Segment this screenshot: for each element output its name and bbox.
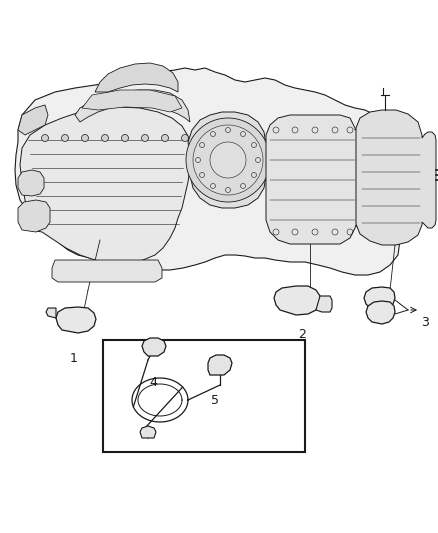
Text: 3: 3 [421,316,429,328]
Polygon shape [208,355,232,375]
Polygon shape [82,90,182,112]
Polygon shape [52,260,162,282]
Bar [103,340,305,452]
Polygon shape [56,307,96,333]
Circle shape [210,142,246,178]
Polygon shape [364,287,395,310]
Polygon shape [266,115,410,244]
Circle shape [186,118,270,202]
Polygon shape [75,90,190,122]
Circle shape [121,134,128,141]
Polygon shape [366,301,395,324]
Text: 5: 5 [211,393,219,407]
Text: 1: 1 [70,351,78,365]
Circle shape [81,134,88,141]
Text: 2: 2 [298,328,306,342]
Polygon shape [18,200,50,232]
Polygon shape [20,107,190,263]
Circle shape [42,134,49,141]
Polygon shape [188,112,266,208]
Circle shape [102,134,109,141]
Polygon shape [18,170,44,196]
Circle shape [181,134,188,141]
Polygon shape [46,308,56,318]
Polygon shape [18,105,48,135]
Text: 4: 4 [149,376,157,390]
Circle shape [61,134,68,141]
Polygon shape [274,286,320,315]
Polygon shape [316,296,332,312]
Polygon shape [140,426,156,438]
Polygon shape [142,338,166,356]
Circle shape [141,134,148,141]
Circle shape [193,125,263,195]
Polygon shape [95,63,178,92]
Polygon shape [15,68,422,275]
Circle shape [162,134,169,141]
Polygon shape [356,110,436,245]
